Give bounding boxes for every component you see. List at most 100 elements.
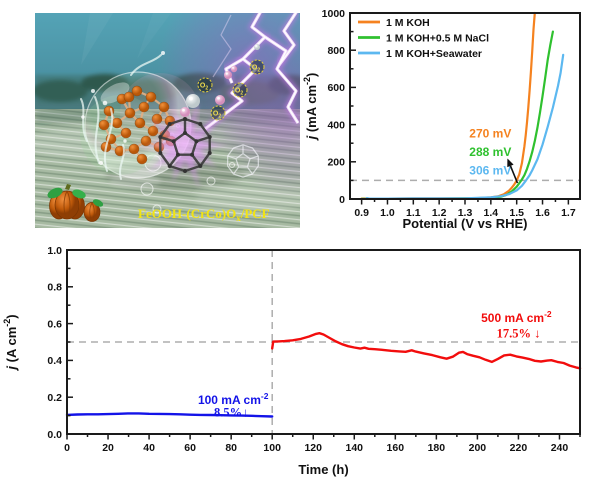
annotation-text: 8.5%↓ <box>214 405 248 419</box>
feooh-atom <box>134 117 146 129</box>
x-tick-label: 1.3 <box>458 207 473 219</box>
x-tick-label: 160 <box>387 442 405 454</box>
legend-label: 1 M KOH+0.5 M NaCl <box>386 32 489 44</box>
lightning-bolt <box>202 13 300 132</box>
x-tick-label: 0 <box>64 442 70 454</box>
y-tick-label: 1.0 <box>47 245 62 257</box>
o2-badge-ring <box>210 105 226 121</box>
y-tick-label: 0.0 <box>47 429 62 441</box>
y-tick-label: 0.2 <box>47 392 62 404</box>
pink-sphere <box>230 65 238 73</box>
water-splash <box>80 51 165 188</box>
feooh-atom <box>98 119 110 131</box>
x-tick-label: 1.6 <box>535 207 550 219</box>
x-tick-label: 120 <box>304 442 322 454</box>
feooh-atom <box>145 91 157 103</box>
x-tick-label: 220 <box>510 442 528 454</box>
o2-badge-label: O2 <box>200 83 208 92</box>
cage-atoms <box>158 117 212 173</box>
x-tick-label: 40 <box>143 442 155 454</box>
bubble-highlight <box>100 82 130 104</box>
annotation-text: 306 mV <box>469 164 511 178</box>
pumpkins <box>47 184 104 222</box>
y-axis-label: j (mA cm-2) <box>302 73 319 142</box>
y-tick-label: 0.4 <box>47 355 62 367</box>
y-tick-label: 400 <box>327 119 345 131</box>
annotation-text: 270 mV <box>469 127 511 141</box>
pumpkin-leaf <box>72 189 86 199</box>
feooh-atom <box>136 153 148 165</box>
feooh-atom <box>128 143 140 155</box>
graphical-abstract-image: O2 O2 O2 O2 FeOOH-(CrCo)Ox/PCF <box>35 13 300 228</box>
water-bubble <box>206 176 216 186</box>
y-tick-label: 0.8 <box>47 282 62 294</box>
x-tick-label: 1.5 <box>509 207 524 219</box>
feooh-atom <box>124 107 136 119</box>
x-tick-label: 140 <box>346 442 364 454</box>
x-tick-label: 0.9 <box>354 207 369 219</box>
y-tick-label: 1000 <box>322 8 346 20</box>
feooh-atom <box>138 101 150 113</box>
x-tick-label: 200 <box>469 442 487 454</box>
legend-label: 1 M KOH <box>386 17 430 29</box>
annotation-arrow <box>509 165 519 184</box>
x-tick-label: 100 <box>263 442 281 454</box>
o2-badge-label: O2 <box>252 65 260 74</box>
light-rays <box>81 13 171 65</box>
y-tick-label: 600 <box>327 82 345 94</box>
series-line <box>365 53 565 200</box>
y-tick-label: 200 <box>327 157 345 169</box>
annotation-text: 100 mA cm-2 <box>198 391 269 407</box>
feooh-atom <box>158 101 170 113</box>
feooh-atom <box>114 145 126 157</box>
x-tick-label: 1.1 <box>406 207 421 219</box>
annotation-text: 288 mV <box>469 145 511 159</box>
annotation-arrowhead <box>507 158 514 168</box>
y-axis-label: j (A cm-2) <box>2 314 19 371</box>
o2-badge-ring <box>232 82 248 98</box>
y-tick-label: 800 <box>327 45 345 57</box>
feooh-atom <box>120 127 132 139</box>
cage-purple-glow <box>145 101 231 189</box>
pumpkin-leaf <box>92 199 104 207</box>
pumpkin-leaf <box>47 187 63 199</box>
legend-label: 1 M KOH+Seawater <box>386 48 482 60</box>
x-tick-label: 1.2 <box>432 207 447 219</box>
y-tick-label: 0 <box>339 194 345 206</box>
x-tick-label: 1.7 <box>561 207 576 219</box>
series-line <box>65 412 274 418</box>
white-sphere <box>186 94 200 108</box>
lsv-polarization-chart: 0.9 1.0 1.1 1.2 1.3 1.4 1.5 1.6 1.7 0 200 400 600 800… <box>302 8 581 231</box>
oxygen-bubbles: O2 O2 O2 O2 <box>197 59 265 121</box>
white-sphere <box>254 44 260 50</box>
feooh-atom <box>140 135 152 147</box>
x-tick-label: 1.0 <box>380 207 395 219</box>
chronoamperometry-stability-chart: 0 20 40 60 80 100 120 140 160 180 200 220 240 0.0 0.2 0… <box>2 245 582 477</box>
water-bubble <box>152 204 162 214</box>
feooh-atom <box>123 91 135 103</box>
x-tick-label: 20 <box>102 442 114 454</box>
x-tick-label: 240 <box>551 442 569 454</box>
x-axis-label: Potential (V vs RHE) <box>403 216 528 231</box>
o2-badge-ring <box>249 59 265 75</box>
x-tick-label: 80 <box>225 442 237 454</box>
pink-sphere <box>224 71 232 79</box>
x-axis-label: Time (h) <box>298 462 348 477</box>
annotation-text: 500 mA cm-2 <box>481 309 552 325</box>
x-tick-label: 1.4 <box>484 207 499 219</box>
pink-sphere <box>215 95 225 105</box>
water-bubble <box>229 162 235 168</box>
feooh-atom <box>131 85 143 97</box>
o2-badge-label: O2 <box>213 111 221 120</box>
x-tick-label: 180 <box>428 442 446 454</box>
o2-badge-label: O2 <box>235 88 243 97</box>
annotation-text: 17.5% ↓ <box>497 327 541 341</box>
y-tick-label: 0.6 <box>47 318 62 330</box>
pink-sphere <box>180 107 190 117</box>
series-line <box>271 331 582 370</box>
product-spheres <box>180 44 260 117</box>
photo-caption: FeOOH-(CrCo)Ox/PCF <box>138 206 270 223</box>
x-tick-label: 60 <box>184 442 196 454</box>
pumpkin-stem <box>65 184 71 190</box>
